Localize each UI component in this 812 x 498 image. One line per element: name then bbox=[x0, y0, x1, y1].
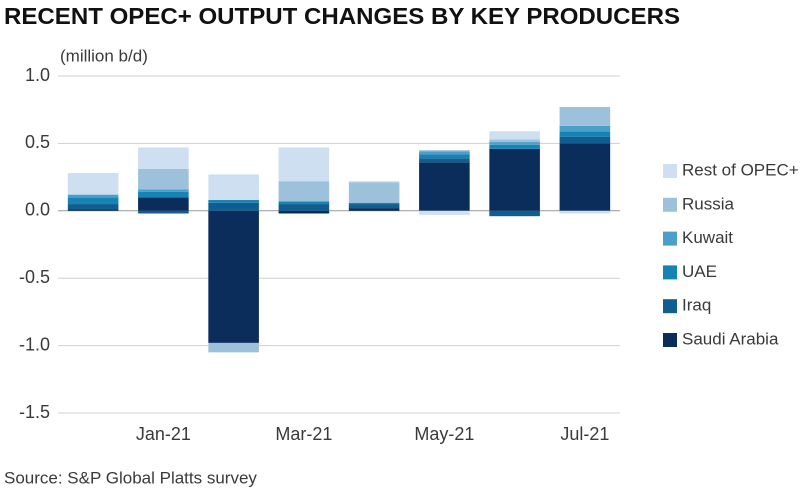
bar-segment bbox=[419, 162, 470, 211]
bar-segment bbox=[559, 125, 611, 132]
bar-segment bbox=[419, 158, 470, 163]
bar-segment bbox=[559, 131, 611, 137]
bar-segment bbox=[138, 147, 189, 170]
x-tick-label: Jul-21 bbox=[560, 424, 609, 444]
bar-segment bbox=[348, 208, 400, 211]
bar-segment bbox=[489, 210, 540, 217]
bar-segment bbox=[419, 154, 470, 159]
bar-segment bbox=[208, 202, 259, 211]
y-tick-label: -1.0 bbox=[19, 334, 50, 354]
bar-segment bbox=[138, 189, 189, 192]
bar-segment bbox=[559, 107, 611, 126]
bar-segment bbox=[419, 210, 470, 215]
y-tick-label: 0.5 bbox=[25, 132, 50, 152]
legend-swatch bbox=[663, 164, 677, 178]
bar-segment bbox=[138, 169, 189, 190]
bar-segment bbox=[559, 210, 611, 214]
bar-segment bbox=[489, 142, 540, 145]
legend-swatch bbox=[663, 299, 677, 314]
legend-swatch bbox=[663, 197, 677, 212]
bar-segment bbox=[67, 209, 119, 211]
bar-segment bbox=[419, 151, 470, 155]
bar-segment bbox=[489, 148, 540, 211]
bar-segment bbox=[348, 204, 400, 209]
legend-label: Kuwait bbox=[682, 228, 733, 247]
legend-label: Iraq bbox=[682, 296, 711, 315]
bar-segment bbox=[489, 144, 540, 149]
y-tick-label: -0.5 bbox=[19, 267, 50, 287]
bar-segment bbox=[67, 197, 119, 205]
bar-segment bbox=[278, 147, 330, 182]
legend-swatch bbox=[663, 333, 677, 347]
bar-segment bbox=[208, 200, 259, 203]
legend-label: UAE bbox=[682, 262, 717, 281]
bar-segment bbox=[278, 201, 330, 205]
bar-segment bbox=[138, 197, 189, 211]
y-tick-label: 0.0 bbox=[25, 200, 50, 220]
bar-segment bbox=[208, 210, 259, 343]
bar-segment bbox=[138, 210, 189, 214]
x-tick-label: Jan-21 bbox=[136, 424, 191, 444]
bar-segment bbox=[208, 342, 259, 353]
bar-segment bbox=[348, 182, 400, 203]
legend-swatch bbox=[663, 231, 677, 246]
y-axis-label: (million b/d) bbox=[60, 46, 148, 65]
bar-segment bbox=[419, 150, 470, 152]
y-tick-label: -1.5 bbox=[19, 402, 50, 422]
bar-segment bbox=[67, 194, 119, 198]
legend-swatch bbox=[663, 265, 677, 280]
bar-segment bbox=[208, 174, 259, 201]
y-tick-label: 1.0 bbox=[25, 65, 50, 85]
bar-segment bbox=[278, 210, 330, 214]
bar-segment bbox=[489, 139, 540, 143]
source: Source: S&P Global Platts survey bbox=[4, 468, 257, 487]
legend-label: Rest of OPEC+ bbox=[682, 160, 799, 179]
bar-segment bbox=[67, 173, 119, 195]
bar-segment bbox=[348, 202, 400, 205]
x-tick-label: May-21 bbox=[414, 424, 474, 444]
legend-label: Saudi Arabia bbox=[682, 329, 779, 348]
chart-title: RECENT OPEC+ OUTPUT CHANGES BY KEY PRODU… bbox=[4, 3, 680, 29]
bar-segment bbox=[559, 143, 611, 211]
bar-segment bbox=[348, 181, 400, 183]
legend-label: Russia bbox=[682, 194, 735, 213]
bar-segment bbox=[559, 136, 611, 144]
x-tick-label: Mar-21 bbox=[275, 424, 332, 444]
bar-segment bbox=[278, 204, 330, 211]
bar-segment bbox=[489, 131, 540, 140]
bar-segment bbox=[278, 181, 330, 202]
bar-segment bbox=[138, 191, 189, 198]
bar-segment bbox=[67, 204, 119, 210]
